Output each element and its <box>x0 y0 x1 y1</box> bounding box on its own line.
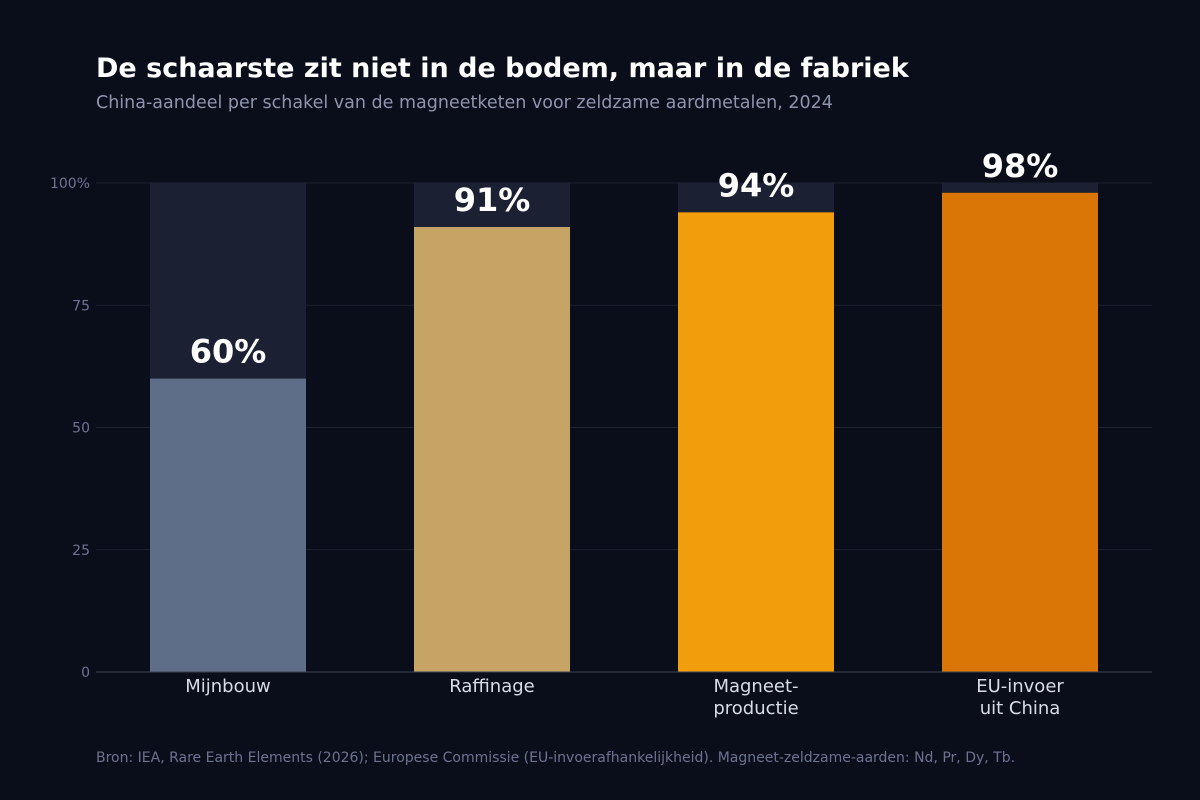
bar-value-label: 91% <box>454 181 531 219</box>
y-tick-label: 25 <box>72 543 90 559</box>
bar-remainder <box>150 183 306 379</box>
category-label: Mijnbouw <box>185 676 271 697</box>
y-tick-label: 100% <box>50 176 90 192</box>
category-label: Magneet-productie <box>713 676 798 719</box>
bar <box>678 212 834 672</box>
bar-value-label: 94% <box>718 166 795 204</box>
bar <box>414 227 570 672</box>
bar <box>942 192 1098 672</box>
bar-remainder <box>942 183 1098 193</box>
y-tick-label: 0 <box>81 665 90 681</box>
category-label: EU-invoer uit China <box>976 676 1064 719</box>
bar-remainder <box>414 183 570 228</box>
y-tick-label: 50 <box>72 421 90 437</box>
category-label: Raffinage <box>449 676 534 697</box>
bar-value-label: 60% <box>190 333 267 371</box>
source-note: Bron: IEA, Rare Earth Elements (2026); E… <box>96 750 1016 766</box>
bar <box>150 378 306 672</box>
bar-remainder <box>678 183 834 213</box>
chart-subtitle: China-aandeel per schakel van de magneet… <box>96 93 833 113</box>
bar-value-label: 98% <box>982 147 1059 185</box>
chart-title: De schaarste zit niet in de bodem, maar … <box>96 53 909 84</box>
y-tick-label: 75 <box>72 298 90 314</box>
